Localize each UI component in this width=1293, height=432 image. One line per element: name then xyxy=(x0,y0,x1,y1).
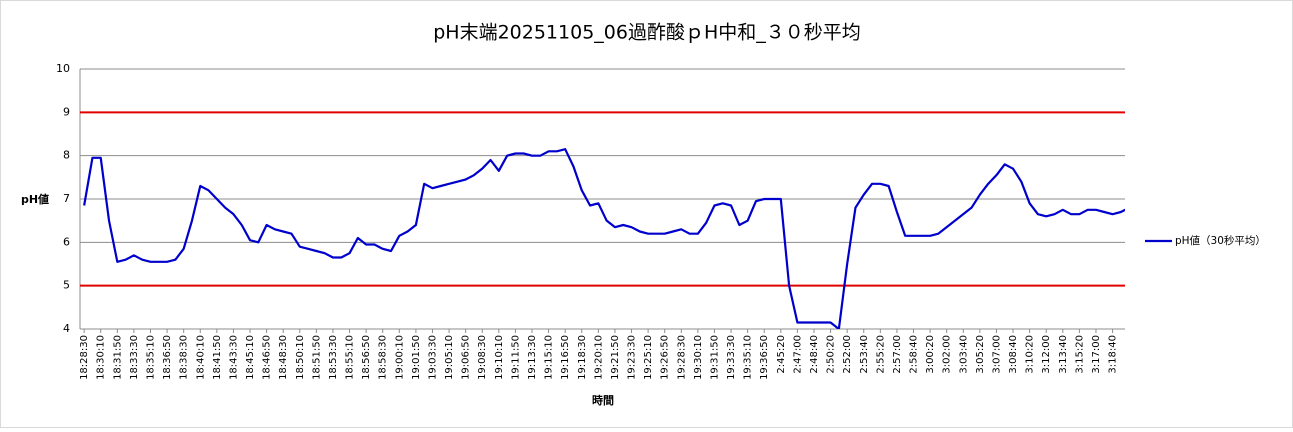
x-tick-label: 19:33:30 xyxy=(726,335,737,380)
x-tick-label: 18:30:10 xyxy=(96,335,107,380)
y-axis-title: pH値 xyxy=(21,192,49,206)
x-tick-label: 19:23:30 xyxy=(627,335,638,380)
x-tick-label: 18:35:10 xyxy=(145,335,156,380)
x-tick-label: 3:13:40 xyxy=(1058,335,1069,374)
x-tick-label: 2:57:00 xyxy=(892,335,903,374)
x-tick-label: 18:28:30 xyxy=(79,335,90,380)
x-tick-label: 2:55:20 xyxy=(875,335,886,374)
x-tick-label: 18:56:50 xyxy=(361,335,372,380)
x-tick-label: 19:25:10 xyxy=(643,335,654,380)
x-tick-label: 3:05:20 xyxy=(975,335,986,374)
x-tick-label: 18:33:30 xyxy=(129,335,140,380)
x-tick-label: 18:40:10 xyxy=(195,335,206,380)
y-tick-label: 8 xyxy=(63,149,70,162)
x-tick-label: 19:15:10 xyxy=(544,335,555,380)
x-tick-label: 18:53:30 xyxy=(328,335,339,380)
x-axis-title: 時間 xyxy=(592,393,614,407)
x-tick-label: 2:47:00 xyxy=(792,335,803,374)
x-tick-label: 19:35:10 xyxy=(743,335,754,380)
x-tick-label: 3:07:00 xyxy=(991,335,1002,374)
x-tick-label: 18:36:50 xyxy=(162,335,173,380)
y-tick-label: 5 xyxy=(63,279,70,292)
legend-label: pH値（30秒平均） xyxy=(1175,234,1266,247)
x-tick-label: 19:18:30 xyxy=(577,335,588,380)
y-tick-label: 7 xyxy=(63,192,70,205)
x-tick-label: 18:46:50 xyxy=(262,335,273,380)
x-tick-label: 19:06:50 xyxy=(461,335,472,380)
x-tick-label: 3:02:00 xyxy=(942,335,953,374)
x-tick-label: 18:43:30 xyxy=(228,335,239,380)
x-tick-label: 18:50:10 xyxy=(295,335,306,380)
x-tick-label: 2:48:40 xyxy=(809,335,820,374)
x-tick-label: 2:50:20 xyxy=(826,335,837,374)
x-tick-label: 18:41:50 xyxy=(212,335,223,380)
x-tick-label: 3:17:00 xyxy=(1091,335,1102,374)
y-tick-label: 4 xyxy=(63,322,70,335)
x-tick-label: 18:51:50 xyxy=(311,335,322,380)
x-tick-label: 19:28:30 xyxy=(676,335,687,380)
x-tick-label: 2:52:00 xyxy=(842,335,853,374)
x-tick-label: 18:48:30 xyxy=(278,335,289,380)
x-tick-label: 19:11:50 xyxy=(510,335,521,380)
x-tick-label: 19:00:10 xyxy=(394,335,405,380)
x-tick-label: 2:58:40 xyxy=(909,335,920,374)
x-tick-label: 19:21:50 xyxy=(610,335,621,380)
x-tick-label: 19:31:50 xyxy=(709,335,720,380)
x-tick-label: 3:10:20 xyxy=(1025,335,1036,374)
x-tick-label: 2:53:40 xyxy=(859,335,870,374)
x-tick-label: 18:45:10 xyxy=(245,335,256,380)
x-tick-label: 2:45:20 xyxy=(776,335,787,374)
x-tick-label: 19:30:10 xyxy=(693,335,704,380)
x-tick-label: 3:18:40 xyxy=(1108,335,1119,374)
x-tick-label: 19:03:30 xyxy=(427,335,438,380)
x-tick-label: 18:58:30 xyxy=(378,335,389,380)
x-tick-label: 19:08:30 xyxy=(477,335,488,380)
x-tick-label: 19:13:30 xyxy=(527,335,538,380)
x-tick-label: 3:03:40 xyxy=(958,335,969,374)
x-tick-label: 19:20:10 xyxy=(593,335,604,380)
x-tick-label: 3:15:20 xyxy=(1074,335,1085,374)
y-tick-label: 10 xyxy=(56,62,70,75)
x-tick-label: 3:08:40 xyxy=(1008,335,1019,374)
data-line xyxy=(83,148,1125,329)
x-tick-label: 19:26:50 xyxy=(660,335,671,380)
x-tick-label: 19:36:50 xyxy=(759,335,770,380)
x-tick-label: 18:55:10 xyxy=(345,335,356,380)
x-tick-label: 3:12:00 xyxy=(1041,335,1052,374)
x-tick-label: 3:00:20 xyxy=(925,335,936,374)
x-tick-label: 19:16:50 xyxy=(560,335,571,380)
x-tick-label: 18:38:30 xyxy=(179,335,190,380)
x-tick-label: 19:01:50 xyxy=(411,335,422,380)
y-tick-label: 6 xyxy=(63,235,70,248)
x-tick-label: 19:05:10 xyxy=(444,335,455,380)
x-tick-label: 19:10:10 xyxy=(494,335,505,380)
y-tick-label: 9 xyxy=(63,105,70,118)
chart-title: pH末端20251105_06過酢酸ｐH中和_３０秒平均 xyxy=(433,22,861,44)
x-tick-label: 18:31:50 xyxy=(112,335,123,380)
